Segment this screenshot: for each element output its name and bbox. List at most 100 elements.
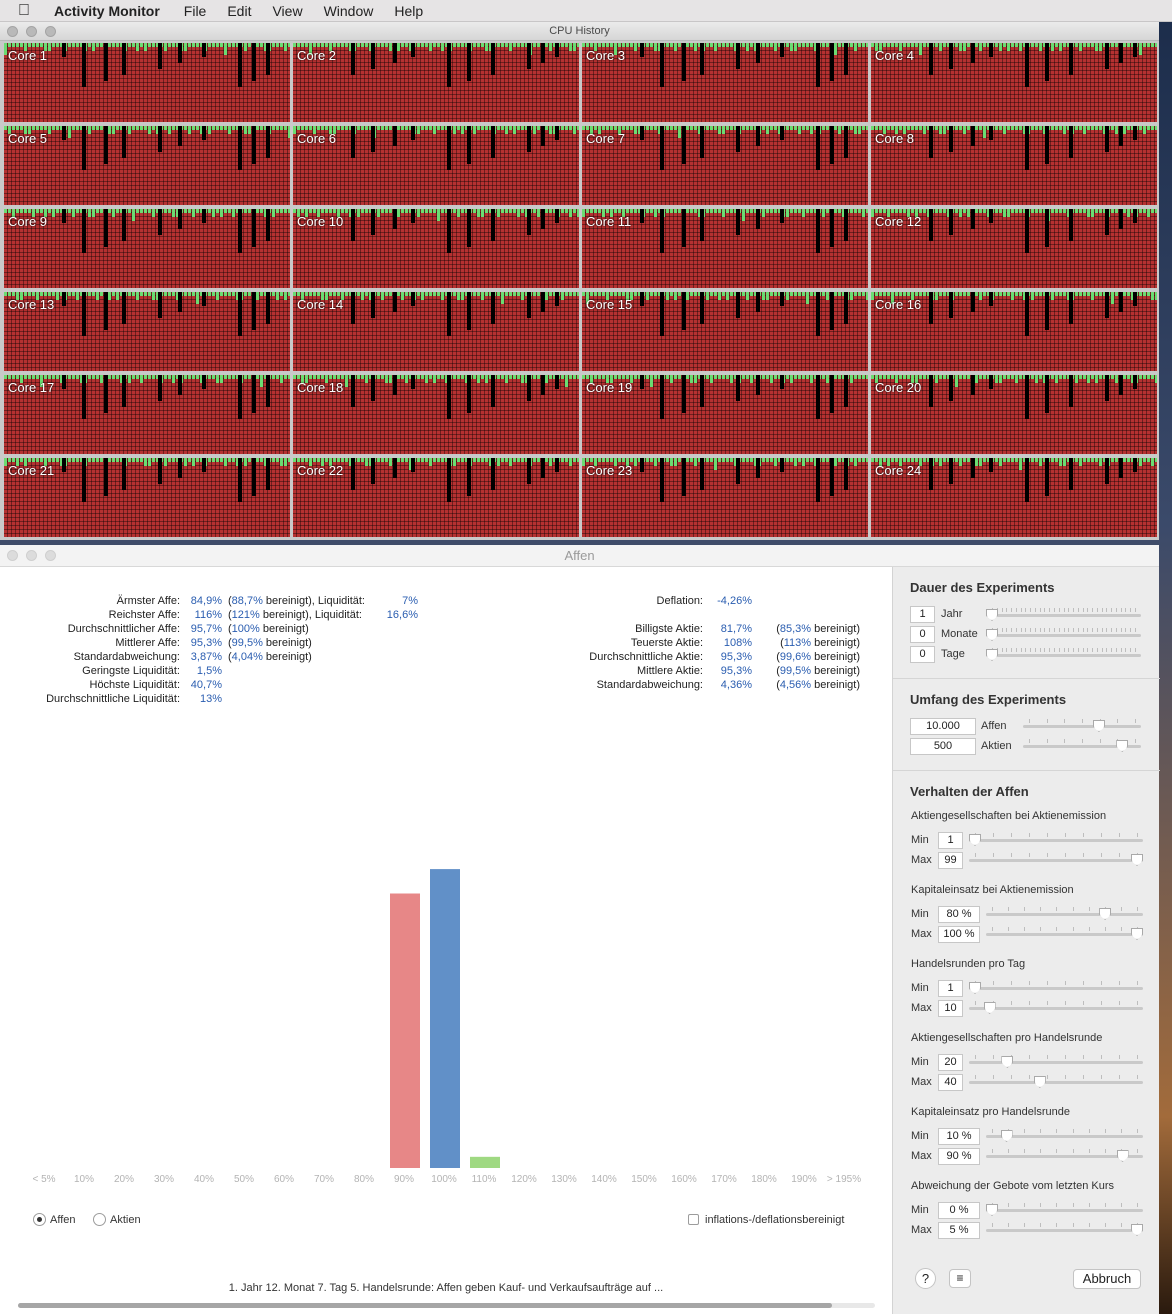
behavior-min-field[interactable]: 0 % bbox=[938, 1202, 980, 1219]
system-load-column bbox=[638, 458, 641, 462]
cancel-button[interactable]: Abbruch bbox=[1073, 1269, 1141, 1289]
idle-column bbox=[491, 43, 495, 75]
slider-tick bbox=[1020, 608, 1022, 612]
system-load-column bbox=[1151, 209, 1154, 213]
system-load-column bbox=[887, 209, 890, 217]
slider-tick bbox=[1065, 1001, 1066, 1005]
behavior-min-field[interactable]: 80 % bbox=[938, 906, 980, 923]
system-load-column bbox=[1087, 126, 1090, 130]
close-button[interactable] bbox=[7, 550, 18, 561]
minimize-button[interactable] bbox=[26, 26, 37, 37]
behavior-max-field[interactable]: 100 % bbox=[938, 926, 980, 943]
behavior-max-slider[interactable] bbox=[969, 1075, 1143, 1089]
behavior-max-slider[interactable] bbox=[969, 853, 1143, 867]
zoom-button[interactable] bbox=[45, 550, 56, 561]
help-button[interactable]: ? bbox=[915, 1268, 936, 1289]
behavior-max-field[interactable]: 5 % bbox=[938, 1222, 980, 1239]
system-load-column bbox=[577, 126, 579, 130]
slider-knob[interactable] bbox=[1116, 1150, 1129, 1162]
menu-view[interactable]: View bbox=[272, 2, 303, 19]
system-load-column bbox=[12, 375, 15, 379]
behavior-max-field[interactable]: 40 bbox=[938, 1074, 963, 1091]
behavior-max-slider[interactable] bbox=[986, 1223, 1143, 1237]
behavior-min-slider[interactable] bbox=[969, 981, 1143, 995]
behavior-max-slider[interactable] bbox=[986, 927, 1143, 941]
slider-knob[interactable] bbox=[1131, 928, 1143, 940]
menu-edit[interactable]: Edit bbox=[227, 2, 252, 19]
system-load-column bbox=[927, 292, 930, 296]
behavior-min-field[interactable]: 1 bbox=[938, 832, 963, 849]
slider-knob[interactable] bbox=[1001, 1056, 1014, 1068]
system-load-column bbox=[20, 43, 23, 47]
close-button[interactable] bbox=[7, 26, 18, 37]
behavior-max-field[interactable]: 90 % bbox=[938, 1148, 980, 1165]
system-load-column bbox=[822, 209, 825, 217]
duration-slider[interactable] bbox=[986, 628, 1141, 642]
behavior-max-slider[interactable] bbox=[986, 1149, 1143, 1163]
behavior-min-slider[interactable] bbox=[986, 907, 1143, 921]
slider-knob[interactable] bbox=[986, 609, 998, 621]
size-field[interactable]: 10.000 bbox=[910, 718, 976, 735]
slider-knob[interactable] bbox=[1131, 854, 1143, 866]
menu-window[interactable]: Window bbox=[323, 2, 374, 19]
duration-slider[interactable] bbox=[986, 648, 1141, 662]
behavior-min-slider[interactable] bbox=[969, 833, 1143, 847]
radio-aktien[interactable] bbox=[93, 1213, 106, 1226]
slider-tick bbox=[1088, 1149, 1090, 1153]
slider-knob[interactable] bbox=[1033, 1076, 1046, 1088]
system-load-column bbox=[60, 375, 63, 383]
duration-slider[interactable] bbox=[986, 608, 1141, 622]
system-load-column bbox=[626, 458, 629, 466]
behavior-max-field[interactable]: 10 bbox=[938, 1000, 963, 1017]
behavior-min-slider[interactable] bbox=[969, 1055, 1143, 1069]
size-slider[interactable] bbox=[1023, 719, 1141, 733]
slider-knob[interactable] bbox=[986, 649, 998, 661]
system-load-column bbox=[834, 458, 837, 466]
slider-tick bbox=[1024, 1223, 1026, 1227]
system-load-column bbox=[582, 43, 585, 47]
system-load-column bbox=[1063, 126, 1066, 134]
duration-field[interactable]: 0 bbox=[910, 646, 935, 663]
slider-knob[interactable] bbox=[1099, 908, 1112, 920]
slider-knob[interactable] bbox=[1092, 720, 1105, 732]
zoom-button[interactable] bbox=[45, 26, 56, 37]
inflation-checkbox[interactable] bbox=[688, 1214, 699, 1225]
radio-affen[interactable] bbox=[33, 1213, 46, 1226]
behavior-max-slider[interactable] bbox=[969, 1001, 1143, 1015]
menu-app-name[interactable]: Activity Monitor bbox=[54, 2, 160, 19]
slider-knob[interactable] bbox=[986, 1204, 998, 1216]
idle-column bbox=[929, 43, 933, 75]
system-load-column bbox=[405, 43, 408, 47]
slider-knob[interactable] bbox=[1116, 740, 1129, 752]
system-load-column bbox=[766, 43, 769, 47]
behavior-min-field[interactable]: 10 % bbox=[938, 1128, 980, 1145]
behavior-max-field[interactable]: 99 bbox=[938, 852, 963, 869]
system-load-column bbox=[750, 209, 753, 213]
slider-knob[interactable] bbox=[969, 834, 981, 846]
duration-field[interactable]: 0 bbox=[910, 626, 935, 643]
slider-knob[interactable] bbox=[1131, 1224, 1143, 1236]
stock-stat-adjusted-value: 113% bbox=[783, 637, 812, 649]
behavior-max-label: Max bbox=[911, 1076, 932, 1088]
slider-knob[interactable] bbox=[983, 1002, 996, 1014]
list-icon[interactable]: ≡ bbox=[949, 1269, 971, 1288]
duration-field[interactable]: 1 bbox=[910, 606, 935, 623]
size-slider[interactable] bbox=[1023, 739, 1141, 753]
behavior-min-field[interactable]: 1 bbox=[938, 980, 963, 997]
menu-file[interactable]: File bbox=[183, 2, 207, 19]
behavior-min-slider[interactable] bbox=[986, 1129, 1143, 1143]
behavior-min-field[interactable]: 20 bbox=[938, 1054, 963, 1071]
system-load-column bbox=[208, 458, 211, 462]
system-load-column bbox=[345, 375, 348, 387]
slider-knob[interactable] bbox=[1000, 1130, 1013, 1142]
system-load-column bbox=[1139, 209, 1142, 213]
apple-menu-icon[interactable]:  bbox=[18, 0, 38, 22]
slider-knob[interactable] bbox=[969, 982, 981, 994]
minimize-button[interactable] bbox=[26, 550, 37, 561]
behavior-min-slider[interactable] bbox=[986, 1203, 1143, 1217]
menu-help[interactable]: Help bbox=[394, 2, 424, 19]
core-label: Core 24 bbox=[875, 463, 922, 478]
size-field[interactable]: 500 bbox=[910, 738, 976, 755]
slider-knob[interactable] bbox=[986, 629, 998, 641]
system-load-column bbox=[598, 43, 601, 47]
